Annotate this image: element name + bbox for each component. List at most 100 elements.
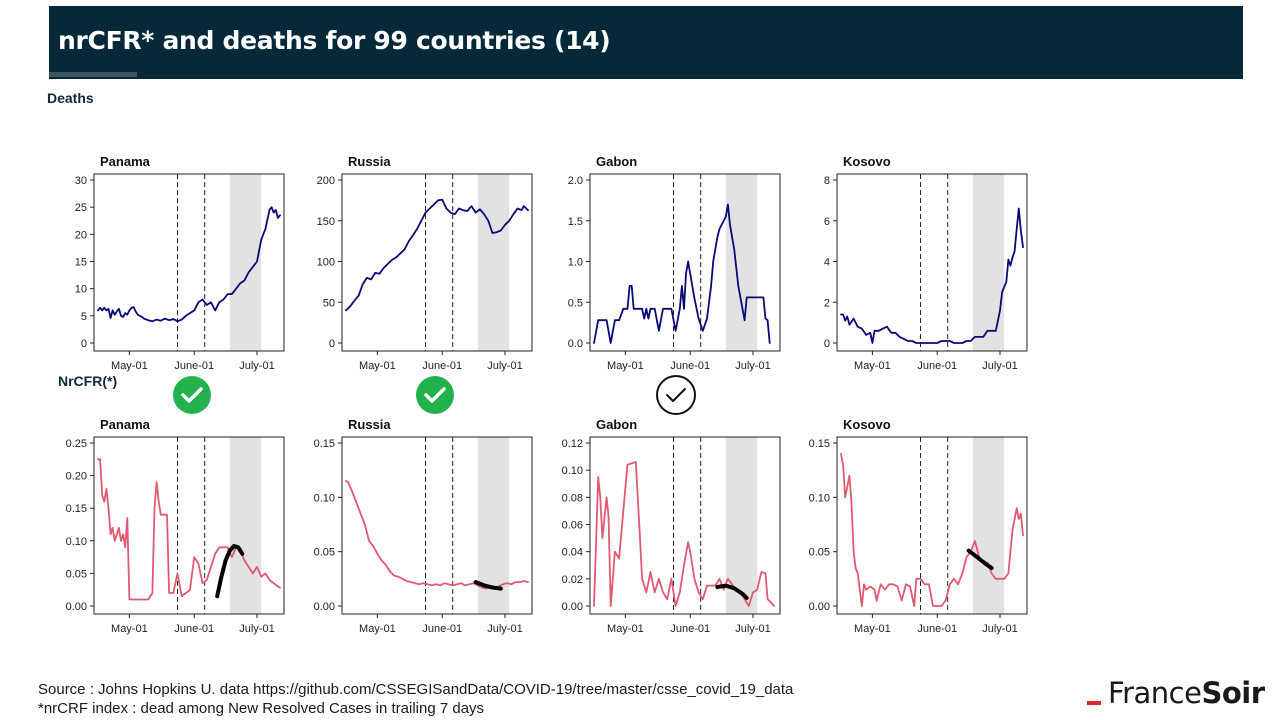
panel-title: Panama — [100, 417, 151, 432]
panel-title: Kosovo — [843, 154, 891, 169]
x-tick-label: June-01 — [917, 360, 957, 372]
y-tick-label: 10 — [75, 284, 87, 296]
series-line — [840, 452, 1024, 607]
y-tick-label: 0.00 — [314, 601, 335, 613]
series-line — [593, 203, 771, 344]
y-tick-label: 1.5 — [568, 216, 583, 228]
nrcfr-chart-russia: Russia 0.00 0.05 0.10 0.15 May-01 June-01 July-… — [314, 417, 533, 635]
plot-frame — [836, 436, 1028, 615]
check-circle-outline-icon — [656, 375, 696, 415]
deaths-section-label: Deaths — [47, 90, 94, 106]
y-tick-label: 0.00 — [66, 601, 87, 613]
y-tick-label: 0 — [824, 338, 830, 350]
x-tick-label: July-01 — [239, 623, 274, 635]
nrcfr-chart-panama: Panama 0.00 0.05 0.10 0.15 0.20 0.25 May-01 June… — [66, 417, 285, 635]
nrcfr-chart-gabon: Gabon 0.00 0.02 0.04 0.06 0.08 0.10 0.12 May-01 J… — [562, 417, 781, 635]
title-accent-bar — [49, 72, 137, 77]
shaded-period — [725, 174, 758, 351]
x-tick-label: July-01 — [735, 623, 770, 635]
logo-suffix: Soir — [1201, 676, 1265, 710]
logo-dash-icon — [1087, 701, 1101, 705]
y-tick-label: 0.00 — [562, 601, 583, 613]
x-tick-label: July-01 — [982, 623, 1017, 635]
check-circle-bg — [173, 376, 211, 414]
y-tick-label: 0.00 — [809, 601, 830, 613]
logo-prefix: France — [1108, 676, 1202, 710]
y-tick-label: 0.25 — [66, 438, 87, 450]
x-tick-label: June-01 — [174, 360, 214, 372]
y-tick-label: 0.15 — [314, 438, 335, 450]
y-tick-label: 0.05 — [314, 547, 335, 559]
y-tick-label: 2 — [824, 297, 830, 309]
x-tick-label: July-01 — [735, 360, 770, 372]
y-tick-label: 0.10 — [562, 465, 583, 477]
y-tick-label: 4 — [824, 257, 830, 269]
trend-line — [215, 544, 245, 599]
y-tick-label: 200 — [317, 175, 335, 187]
check-circle-bg — [416, 376, 454, 414]
y-tick-label: 2.0 — [568, 175, 583, 187]
y-tick-label: 150 — [317, 216, 335, 228]
index-definition-note: *nrCRF index : dead among New Resolved C… — [38, 700, 485, 717]
panel-title: Gabon — [596, 154, 637, 169]
y-tick-label: 25 — [75, 202, 87, 214]
series-line — [97, 458, 281, 601]
panel-title: Panama — [100, 154, 151, 169]
x-tick-label: June-01 — [670, 623, 710, 635]
trend-line — [473, 580, 503, 591]
y-tick-label: 0.15 — [66, 503, 87, 515]
x-tick-label: June-01 — [422, 360, 462, 372]
y-tick-label: 0.05 — [66, 568, 87, 580]
plot-frame — [589, 436, 781, 615]
francesoir-logo: FranceSoir — [1108, 676, 1265, 710]
panel-title: Kosovo — [843, 417, 891, 432]
y-tick-label: 1.0 — [568, 257, 583, 269]
plot-frame — [93, 173, 285, 352]
shaded-period — [229, 437, 262, 614]
shaded-period — [725, 437, 758, 614]
y-tick-label: 0.12 — [562, 438, 583, 450]
y-tick-label: 0.04 — [562, 547, 583, 559]
y-tick-label: 0 — [329, 338, 335, 350]
y-tick-label: 0.10 — [314, 492, 335, 504]
y-tick-label: 30 — [75, 175, 87, 187]
check-circle-green-icon — [173, 376, 211, 414]
check-circle-green-icon — [416, 376, 454, 414]
y-tick-label: 100 — [317, 257, 335, 269]
plot-frame — [589, 173, 781, 352]
panel-title: Russia — [348, 154, 391, 169]
shaded-period — [972, 174, 1005, 351]
x-tick-label: July-01 — [239, 360, 274, 372]
x-tick-label: June-01 — [917, 623, 957, 635]
plot-frame — [93, 436, 285, 615]
deaths-chart-russia: Russia 0 50 100 150 200 May-01 June-01 July-01 — [317, 154, 533, 372]
deaths-chart-kosovo: Kosovo 0 2 4 6 8 May-01 June-01 July-01 — [824, 154, 1028, 372]
y-tick-label: 0 — [81, 338, 87, 350]
trend-line — [715, 583, 749, 600]
check-circle-outline — [656, 375, 696, 415]
panel-title: Russia — [348, 417, 391, 432]
y-tick-label: 0.06 — [562, 520, 583, 532]
page-title: nrCFR* and deaths for 99 countries (14) — [58, 26, 611, 55]
check-mark — [666, 388, 686, 402]
y-tick-label: 0.05 — [809, 547, 830, 559]
series-line — [345, 198, 529, 312]
y-tick-label: 0.15 — [809, 438, 830, 450]
plot-frame — [341, 173, 533, 352]
series-line — [593, 461, 775, 607]
x-tick-label: May-01 — [359, 623, 396, 635]
panel-title: Gabon — [596, 417, 637, 432]
x-tick-label: July-01 — [487, 623, 522, 635]
check-mark — [424, 387, 446, 403]
shaded-period — [972, 437, 1005, 614]
plot-frame — [341, 436, 533, 615]
nrcfr-section-label: NrCFR(*) — [58, 373, 118, 389]
x-tick-label: June-01 — [670, 360, 710, 372]
x-tick-label: June-01 — [174, 623, 214, 635]
y-tick-label: 15 — [75, 257, 87, 269]
check-mark — [181, 387, 203, 403]
x-tick-label: May-01 — [854, 623, 891, 635]
x-tick-label: July-01 — [982, 360, 1017, 372]
trend-line — [966, 548, 994, 570]
